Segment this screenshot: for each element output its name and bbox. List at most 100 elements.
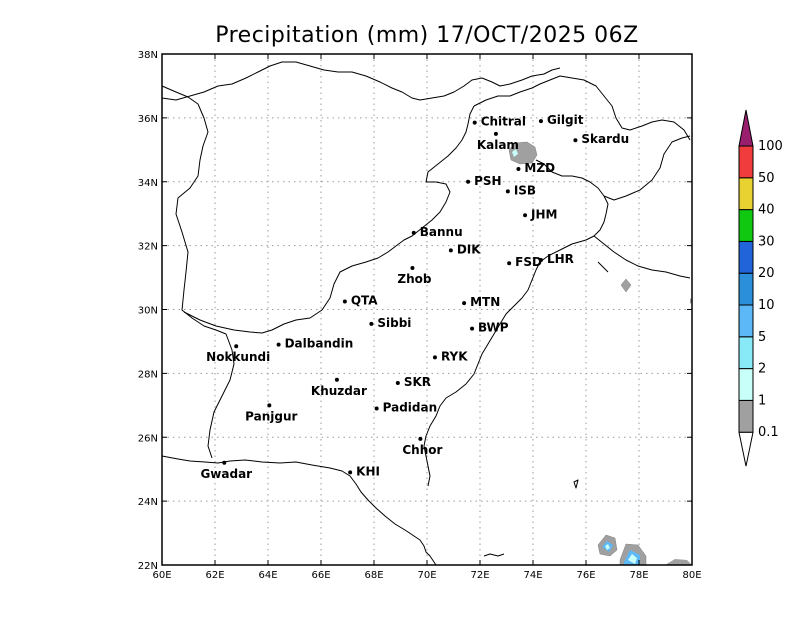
city-label: LHR <box>547 252 574 266</box>
city-dot <box>538 119 543 124</box>
colorbar-label: 40 <box>758 203 775 218</box>
lat-tick-label: 34N <box>138 178 158 189</box>
city-dot <box>395 380 400 385</box>
precip-patch-kalam-core <box>512 149 518 157</box>
lon-tick-label: 74E <box>523 570 542 581</box>
colorbar-segment <box>738 272 754 306</box>
city-dot <box>432 355 437 360</box>
city-dot <box>342 299 347 304</box>
city-label: Zhob <box>397 272 431 286</box>
city-label: Padidan <box>383 401 438 415</box>
colorbar-extend-low <box>738 431 754 467</box>
lon-tick-label: 76E <box>576 570 595 581</box>
border-afghanistan-north <box>161 61 561 101</box>
colorbar-segment <box>738 177 754 211</box>
city-label: RYK <box>441 349 468 363</box>
city-dot <box>267 403 272 408</box>
colorbar-segment <box>738 336 754 370</box>
city-dot <box>448 248 453 253</box>
colorbar-segment <box>738 145 754 179</box>
city-label: Bannu <box>420 225 463 239</box>
city-label: JHM <box>530 207 557 221</box>
city-dot <box>505 189 510 194</box>
lon-tick-label: 80E <box>682 570 701 581</box>
lat-tick-label: 30N <box>138 306 158 317</box>
border-india-nepal <box>593 235 691 279</box>
precip-patch-kalam <box>508 141 538 165</box>
lat-tick-label: 22N <box>138 561 158 572</box>
city-dot <box>234 344 239 349</box>
colorbar-segment <box>738 240 754 274</box>
city-label: Panjgur <box>245 409 297 423</box>
border-kashmir <box>473 75 691 141</box>
city-dot <box>462 301 467 306</box>
city-dot <box>276 342 281 347</box>
border-iran <box>161 85 235 459</box>
city-dot <box>410 265 415 270</box>
city-dot <box>472 120 477 125</box>
city-label: Chhor <box>402 443 442 457</box>
colorbar-segment <box>738 368 754 401</box>
lon-tick-label: 60E <box>152 570 171 581</box>
precip-patch-east <box>620 278 632 293</box>
city-label: PSH <box>474 174 501 188</box>
colorbar-label: 100 <box>758 139 783 154</box>
city-dot <box>222 460 227 465</box>
lat-tick-label: 26N <box>138 433 158 444</box>
colorbar-label: 30 <box>758 234 775 249</box>
map-title: Precipitation (mm) 17/OCT/2025 06Z <box>215 23 639 48</box>
border-loc <box>535 159 609 241</box>
city-label: Skardu <box>581 132 629 146</box>
lat-tick-label: 38N <box>138 50 158 61</box>
border-india-pakistan <box>423 239 587 487</box>
city-dot <box>374 406 379 411</box>
colorbar: 0.1 1 2 5 10 20 30 40 50 100 <box>738 109 783 467</box>
city-label: Nokkundi <box>206 350 270 364</box>
city-dot <box>516 166 521 171</box>
lon-tick-label: 64E <box>258 570 277 581</box>
precip-patch-se-1-inner <box>605 544 610 550</box>
city-dot <box>523 213 528 218</box>
colorbar-label: 0.1 <box>758 425 779 440</box>
city-label: Dalbandin <box>285 337 354 351</box>
lon-tick-label: 72E <box>470 570 489 581</box>
colorbar-segment <box>738 399 754 433</box>
graticule <box>162 54 692 565</box>
city-label: Khuzdar <box>311 384 367 398</box>
lat-tick-label: 28N <box>138 369 158 380</box>
border-afghanistan-pakistan <box>183 105 475 334</box>
city-label: FSD <box>515 255 542 269</box>
city-label: SKR <box>404 375 431 389</box>
city-dot <box>507 261 512 266</box>
city-dot <box>470 326 475 331</box>
city-label: Sibbi <box>377 316 411 330</box>
colorbar-label: 20 <box>758 266 775 281</box>
colorbar-extend-high <box>738 109 754 147</box>
city-label: Kalam <box>477 138 519 152</box>
city-dot <box>411 230 416 235</box>
city-label: Gilgit <box>547 113 584 127</box>
city-dot <box>466 179 471 184</box>
city-dot <box>493 131 498 136</box>
city-label: MTN <box>470 295 500 309</box>
colorbar-segment <box>738 304 754 338</box>
coast-detail <box>483 553 505 557</box>
lon-tick-label: 68E <box>364 570 383 581</box>
axis-ticks: 60E 62E 64E 66E 68E 70E 72E 74E 76E 78E 80E 22N 24N 2… <box>138 50 702 581</box>
lon-tick-label: 78E <box>629 570 648 581</box>
city-label: MZD <box>524 161 555 175</box>
colorbar-segment <box>738 209 754 242</box>
lat-tick-label: 32N <box>138 242 158 253</box>
precipitation-patches <box>508 141 693 566</box>
city-label: DIK <box>457 242 481 256</box>
city-dot <box>369 321 374 326</box>
colorbar-label: 1 <box>758 393 766 408</box>
colorbar-label: 2 <box>758 362 766 377</box>
precip-patch-se-3 <box>665 559 692 565</box>
city-markers: Chitral Gilgit Kalam Skardu MZD PSH ISB JHM Bann… <box>200 113 629 481</box>
city-dot <box>573 138 578 143</box>
lat-tick-label: 36N <box>138 114 158 125</box>
colorbar-label: 50 <box>758 171 775 186</box>
island-small <box>573 479 579 489</box>
